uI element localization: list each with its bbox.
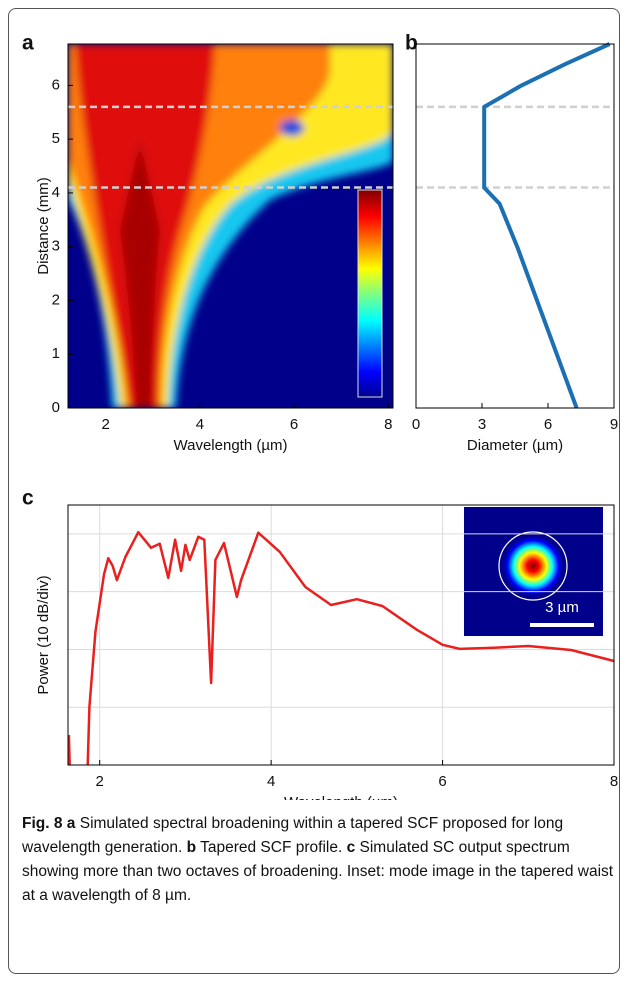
data-line	[67, 734, 71, 766]
data-line	[86, 530, 615, 766]
x-tick-label: 8	[384, 416, 392, 433]
heatmap-image	[68, 44, 393, 408]
y-tick-label: 5	[52, 130, 60, 147]
x-axis-label: Diameter (µm)	[467, 437, 563, 454]
y-tick-label: 1	[52, 345, 60, 362]
x-axis-label: Wavelength (µm)	[284, 794, 398, 800]
x-tick-label: 9	[610, 416, 618, 433]
caption-tag: c	[346, 839, 356, 856]
plot-frame	[67, 504, 615, 766]
y-tick-label: 4	[52, 184, 60, 201]
x-tick-label: 0	[412, 416, 420, 433]
y-tick-label: 3	[52, 238, 60, 255]
x-tick-label: 2	[102, 416, 110, 433]
panel-label: b	[405, 32, 418, 55]
x-tick-label: 3	[478, 416, 486, 433]
caption-tag: b	[186, 839, 197, 856]
scale-bar-label: 3 µm	[545, 599, 579, 616]
caption-text: Simulated spectral broadening within a t…	[22, 815, 564, 856]
caption-text: Simulated SC output spectrum showing mor…	[22, 839, 614, 904]
x-tick-label: 4	[196, 416, 204, 433]
data-line	[482, 42, 611, 409]
y-tick-label: 2	[52, 291, 60, 308]
x-tick-label: 2	[96, 773, 104, 790]
plot-frame	[67, 43, 394, 409]
figure-frame	[8, 8, 620, 974]
caption-text: Tapered SCF profile.	[200, 839, 343, 856]
x-axis-label: Wavelength (µm)	[174, 437, 288, 454]
plot-frame	[415, 43, 615, 409]
y-tick-label: 6	[52, 76, 60, 93]
inset: 3 µm	[464, 507, 603, 636]
y-tick-label: 0	[52, 399, 60, 416]
caption: Fig. 8 a Simulated spectral broadening w…	[22, 812, 614, 908]
y-axis-label: Power (10 dB/div)	[35, 575, 52, 694]
caption-tag: a	[66, 815, 76, 832]
x-tick-label: 4	[267, 773, 275, 790]
x-tick-label: 6	[438, 773, 446, 790]
panel-label: a	[22, 32, 34, 55]
x-tick-label: 6	[544, 416, 552, 433]
y-axis-label: Distance (mm)	[35, 177, 52, 275]
x-tick-label: 6	[290, 416, 298, 433]
x-tick-label: 8	[610, 773, 618, 790]
panel-label: c	[22, 487, 34, 510]
caption-tag: Fig. 8	[22, 815, 63, 832]
